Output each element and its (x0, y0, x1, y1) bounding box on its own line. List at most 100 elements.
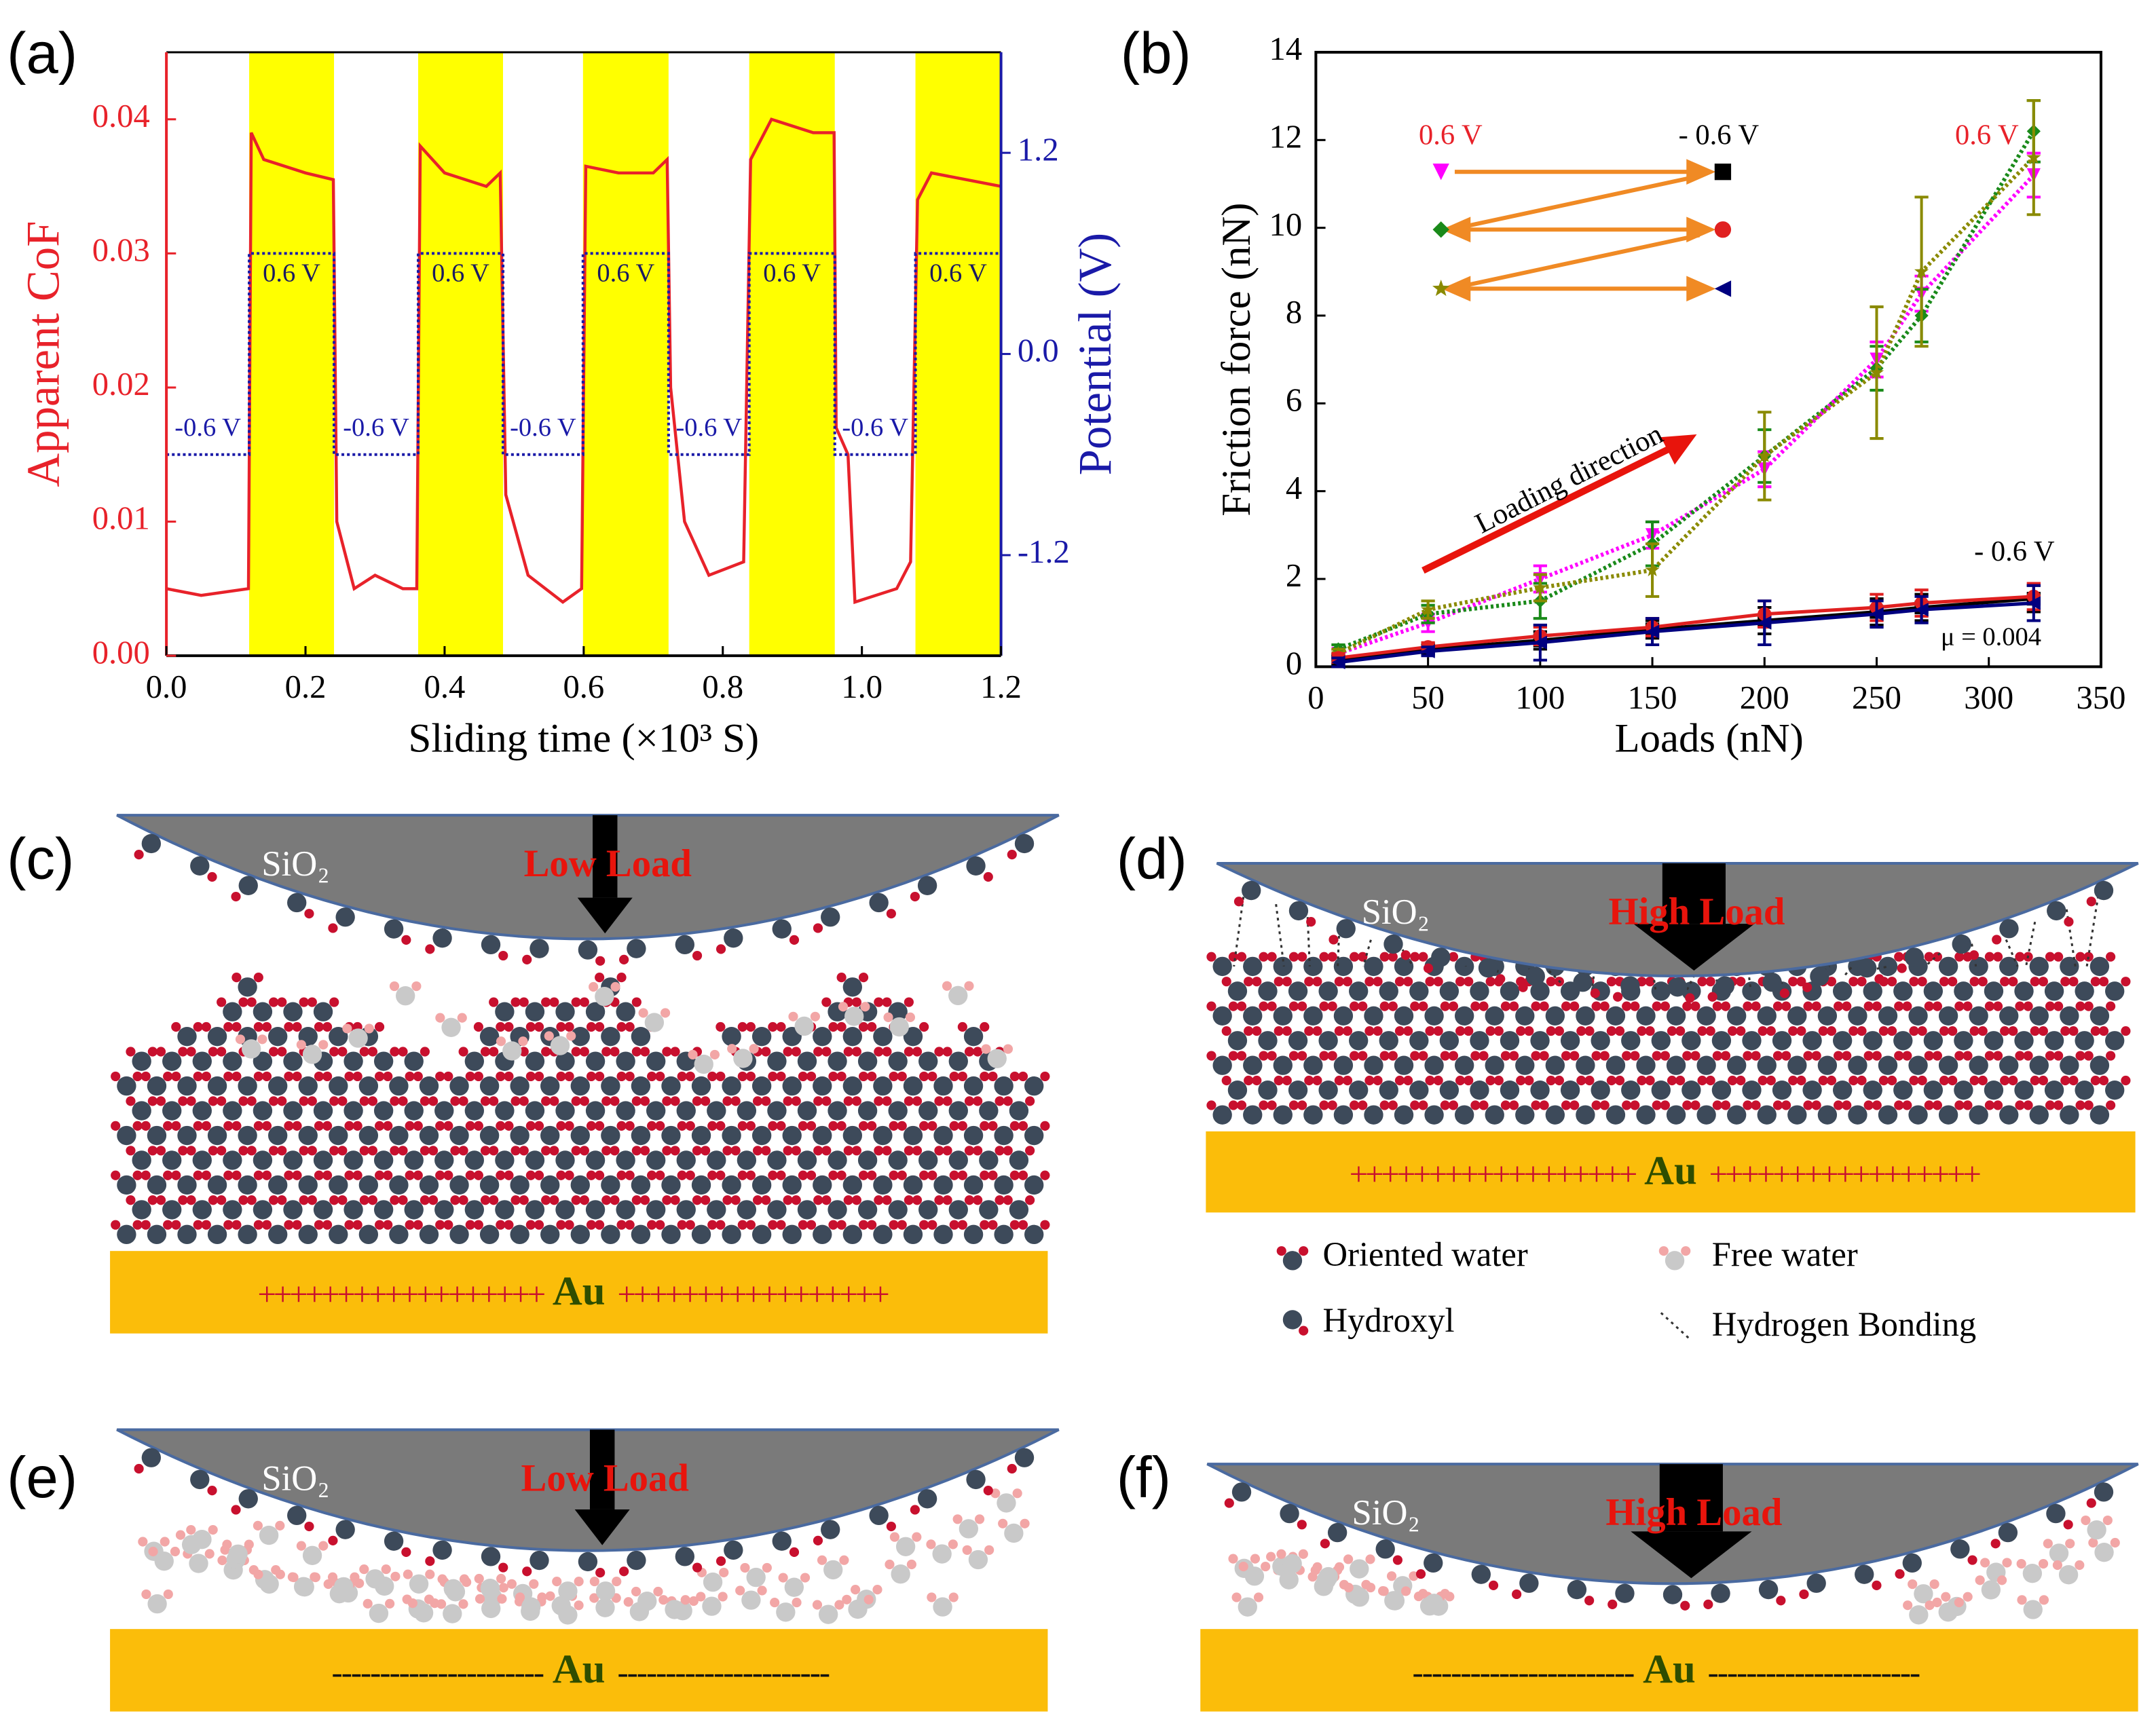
h-atom (715, 1071, 726, 1082)
h-atom (1705, 977, 1715, 987)
oriented-water (389, 1125, 409, 1146)
oriented-water (691, 1076, 711, 1096)
oriented-water (313, 1200, 333, 1220)
free-water (694, 1054, 713, 1074)
free-water (895, 1537, 916, 1556)
h-atom (1267, 1001, 1277, 1011)
h-atom (292, 1220, 302, 1230)
h-atom (1297, 952, 1307, 962)
h-atom (138, 1537, 148, 1547)
h-atom (564, 1121, 574, 1131)
free-water (521, 1597, 541, 1617)
oriented-water (888, 1101, 908, 1121)
h-atom (201, 1021, 211, 1032)
oriented-water (813, 1224, 832, 1245)
oriented-water (1318, 1031, 1338, 1051)
h-atom (1622, 1051, 1632, 1061)
oriented-water (525, 1101, 545, 1121)
h-atom (2121, 1026, 2131, 1036)
hydroxyl (1231, 1482, 1252, 1502)
h-atom (1954, 1597, 1965, 1608)
oriented-water (1500, 1081, 1520, 1100)
h-atom (201, 1220, 211, 1230)
oriented-water (1545, 1006, 1565, 1026)
h-atom (639, 1146, 650, 1156)
h-atom (163, 1071, 173, 1082)
h-atom (2053, 1001, 2064, 1011)
h-atom (223, 1121, 234, 1131)
h-atom (619, 954, 629, 964)
load-arrow (1659, 1464, 1723, 1532)
h-atom (261, 1121, 272, 1131)
h-atom (141, 1170, 151, 1180)
h-atom (1233, 897, 1244, 907)
h-atom (843, 1195, 853, 1205)
h-atom (222, 1539, 232, 1549)
h-atom (595, 956, 606, 966)
oriented-water (1273, 956, 1293, 977)
oriented-water (828, 1200, 847, 1220)
oriented-water (1515, 1006, 1535, 1026)
oriented-water (1454, 1105, 1474, 1125)
oriented-water (162, 1051, 182, 1071)
free-water (147, 1594, 167, 1614)
h-atom (1743, 1001, 1753, 1011)
h-atom (497, 1594, 507, 1604)
oriented-water (842, 1224, 863, 1245)
h-atom (420, 1195, 430, 1205)
h-atom (231, 1220, 242, 1230)
h-atom (428, 1146, 439, 1156)
h-atom (217, 997, 227, 1007)
h-atom (1887, 977, 1897, 987)
h-atom (1312, 1026, 1322, 1036)
h-atom (817, 1555, 828, 1565)
h-atom (948, 1592, 959, 1602)
h-atom (2002, 1558, 2012, 1568)
oriented-water (192, 1200, 212, 1220)
h-atom (889, 1532, 900, 1542)
h-atom (1455, 1026, 1466, 1036)
h-atom (791, 1146, 801, 1156)
h-atom (374, 1021, 385, 1032)
hydroxyl (1014, 1448, 1035, 1467)
oriented-water (903, 1175, 923, 1195)
h-atom (1630, 1051, 1640, 1061)
h-atom (821, 997, 832, 1007)
h-atom (821, 1195, 832, 1205)
h-atom (458, 1195, 468, 1205)
marker (1714, 164, 1732, 181)
oriented-water (525, 1051, 545, 1071)
h-atom (390, 1571, 401, 1581)
h-atom (662, 1047, 672, 1057)
oriented-water (298, 1125, 318, 1146)
h-atom (1388, 1051, 1398, 1061)
oriented-water (979, 1150, 999, 1170)
h-atom (413, 1071, 423, 1082)
h-atom (783, 1096, 793, 1106)
h-atom (1902, 1100, 1912, 1110)
h-atom (813, 923, 823, 933)
arrow (1462, 233, 1700, 288)
marker (1533, 580, 1548, 594)
h-atom (1599, 1051, 1610, 1061)
h-atom (208, 1047, 219, 1057)
h-atom (489, 997, 499, 1007)
oriented-water (1893, 1081, 1913, 1100)
h-atom (701, 1096, 711, 1106)
h-atom (1776, 1596, 1786, 1606)
h-atom (383, 1220, 393, 1230)
h-atom (1728, 1075, 1738, 1086)
h-atom (2075, 1051, 2085, 1061)
h-atom (949, 1121, 959, 1131)
oriented-water (1954, 1081, 1973, 1100)
h-atom (1040, 1071, 1050, 1082)
oriented-water (1878, 1006, 1898, 1026)
h-atom (737, 1220, 747, 1230)
h-atom (208, 1195, 219, 1205)
hydroxyl (1620, 976, 1640, 996)
h-atom (1848, 977, 1859, 987)
h-atom (1464, 977, 1474, 987)
h-atom (919, 1121, 929, 1131)
